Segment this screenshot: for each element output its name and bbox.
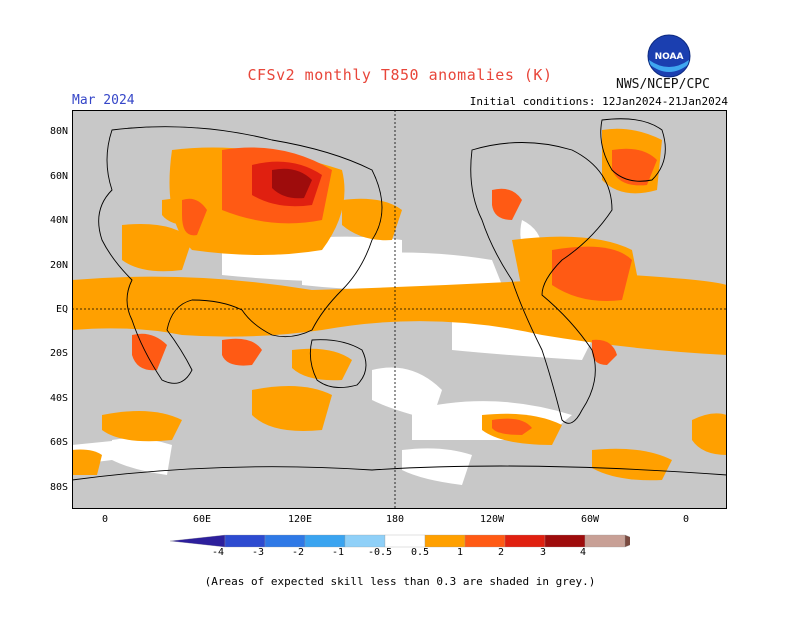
month-label: Mar 2024 <box>72 93 135 108</box>
colorbar-segment <box>384 534 426 548</box>
colorbar-label: -4 <box>211 547 225 558</box>
colorbar-segment <box>424 534 466 548</box>
lon-label-0: 0 <box>101 514 109 525</box>
lon-label-120w: 120W <box>479 514 505 525</box>
colorbar-segment <box>504 534 546 548</box>
colorbar-segment <box>584 534 626 548</box>
colorbar-segment <box>544 534 586 548</box>
lat-label-eq: EQ <box>55 304 68 315</box>
colorbar-segment <box>464 534 506 548</box>
initial-conditions-label: Initial conditions: 12Jan2024-21Jan2024 <box>469 95 728 108</box>
map-frame <box>72 110 727 509</box>
anomaly-map <box>71 110 728 509</box>
page-title: CFSv2 monthly T850 anomalies (K) <box>247 66 553 84</box>
lon-label-120e: 120E <box>287 514 313 525</box>
colorbar-segment <box>264 534 306 548</box>
lat-label-80n: 80N <box>49 126 68 137</box>
lat-label-60s: 60S <box>49 437 68 448</box>
lon-label-180: 180 <box>385 514 405 525</box>
lat-label-80s: 80S <box>49 482 68 493</box>
lon-label-0-east: 0 <box>682 514 690 525</box>
lon-label-60w: 60W <box>580 514 600 525</box>
colorbar-segment <box>344 534 386 548</box>
noaa-logo: NOAA <box>647 34 691 78</box>
lon-label-60e: 60E <box>192 514 212 525</box>
colorbar-label: -2 <box>291 547 305 558</box>
logo-text: NOAA <box>655 52 684 62</box>
coastlines <box>71 118 728 481</box>
colorbar-segment <box>304 534 346 548</box>
colorbar-label: 3 <box>539 547 547 558</box>
organization-label: NWS/NCEP/CPC <box>616 77 710 92</box>
footnote: (Areas of expected skill less than 0.3 a… <box>204 575 596 588</box>
colorbar <box>169 533 641 563</box>
colorbar-label: -0.5 <box>367 547 393 558</box>
lat-label-40s: 40S <box>49 393 68 404</box>
colorbar-label: -1 <box>331 547 345 558</box>
colorbar-segment <box>224 534 266 548</box>
colorbar-label: 4 <box>579 547 587 558</box>
colorbar-label: 0.5 <box>410 547 430 558</box>
colorbar-segment <box>624 534 641 548</box>
colorbar-segment <box>169 534 226 548</box>
lat-label-20s: 20S <box>49 348 68 359</box>
lat-label-40n: 40N <box>49 215 68 226</box>
colorbar-label: 2 <box>497 547 505 558</box>
colorbar-label: -3 <box>251 547 265 558</box>
lat-label-20n: 20N <box>49 260 68 271</box>
colorbar-label: 1 <box>456 547 464 558</box>
lat-label-60n: 60N <box>49 171 68 182</box>
warm-anomaly-3-4 <box>272 168 312 199</box>
